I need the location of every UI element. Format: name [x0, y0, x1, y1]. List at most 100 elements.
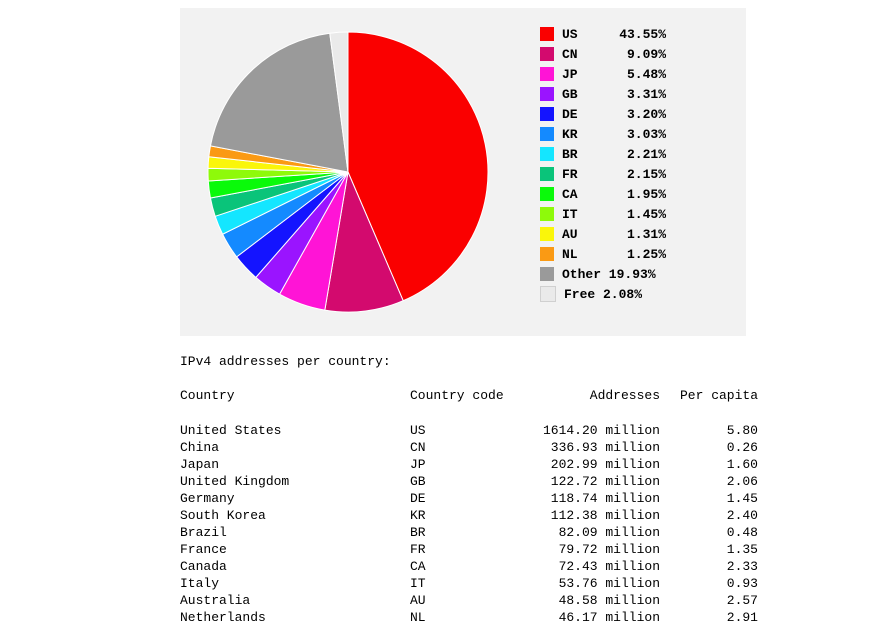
cell-addresses: 46.17 million [520, 610, 668, 625]
legend-swatch [540, 167, 554, 181]
table-row: FranceFR79.72 million1.35 [180, 541, 760, 558]
legend-pct: 2.21% [610, 147, 666, 162]
table-header-row: Country Country code Addresses Per capit… [180, 387, 760, 404]
cell-per-capita: 1.35 [668, 542, 758, 557]
header-per-capita: Per capita [668, 388, 758, 403]
table-row: BrazilBR82.09 million0.48 [180, 524, 760, 541]
legend-swatch [540, 107, 554, 121]
cell-per-capita: 2.33 [668, 559, 758, 574]
legend-item-br: BR2.21% [540, 144, 666, 164]
legend-pct: 3.20% [610, 107, 666, 122]
cell-addresses: 336.93 million [520, 440, 668, 455]
legend-item-other: Other 19.93% [540, 264, 666, 284]
cell-country: France [180, 542, 410, 557]
header-addresses: Addresses [520, 388, 668, 403]
cell-per-capita: 5.80 [668, 423, 758, 438]
legend-item-kr: KR3.03% [540, 124, 666, 144]
table-row: GermanyDE118.74 million1.45 [180, 490, 760, 507]
pie-legend: US43.55%CN9.09%JP5.48%GB3.31%DE3.20%KR3.… [540, 24, 666, 304]
legend-code: CA [562, 187, 610, 202]
cell-per-capita: 2.57 [668, 593, 758, 608]
cell-addresses: 48.58 million [520, 593, 668, 608]
header-code: Country code [410, 388, 520, 403]
ipv4-table: IPv4 addresses per country: Country Coun… [180, 354, 760, 626]
legend-swatch [540, 27, 554, 41]
legend-item-au: AU1.31% [540, 224, 666, 244]
cell-addresses: 72.43 million [520, 559, 668, 574]
legend-item-free: Free 2.08% [540, 284, 666, 304]
legend-swatch [540, 127, 554, 141]
legend-code: US [562, 27, 610, 42]
legend-code: KR [562, 127, 610, 142]
legend-swatch [540, 286, 556, 302]
cell-country: Brazil [180, 525, 410, 540]
legend-item-ca: CA1.95% [540, 184, 666, 204]
header-country: Country [180, 388, 410, 403]
legend-item-nl: NL1.25% [540, 244, 666, 264]
legend-item-de: DE3.20% [540, 104, 666, 124]
legend-label: Free 2.08% [564, 287, 642, 302]
cell-addresses: 112.38 million [520, 508, 668, 523]
pie-chart [198, 22, 498, 322]
legend-code: AU [562, 227, 610, 242]
legend-item-cn: CN9.09% [540, 44, 666, 64]
legend-swatch [540, 87, 554, 101]
cell-addresses: 82.09 million [520, 525, 668, 540]
cell-addresses: 1614.20 million [520, 423, 668, 438]
legend-code: IT [562, 207, 610, 222]
legend-code: DE [562, 107, 610, 122]
table-row: JapanJP202.99 million1.60 [180, 456, 760, 473]
cell-country: South Korea [180, 508, 410, 523]
legend-pct: 1.31% [610, 227, 666, 242]
table-row: United StatesUS1614.20 million5.80 [180, 422, 760, 439]
cell-code: JP [410, 457, 520, 472]
legend-swatch [540, 67, 554, 81]
cell-country: Germany [180, 491, 410, 506]
cell-code: AU [410, 593, 520, 608]
legend-pct: 3.03% [610, 127, 666, 142]
legend-swatch [540, 227, 554, 241]
legend-swatch [540, 247, 554, 261]
cell-addresses: 202.99 million [520, 457, 668, 472]
cell-code: KR [410, 508, 520, 523]
legend-item-it: IT1.45% [540, 204, 666, 224]
legend-pct: 1.25% [610, 247, 666, 262]
legend-item-jp: JP5.48% [540, 64, 666, 84]
table-row: ChinaCN336.93 million0.26 [180, 439, 760, 456]
legend-label: Other 19.93% [562, 267, 656, 282]
legend-pct: 3.31% [610, 87, 666, 102]
table-title: IPv4 addresses per country: [180, 354, 760, 369]
legend-pct: 1.95% [610, 187, 666, 202]
legend-swatch [540, 147, 554, 161]
cell-code: CN [410, 440, 520, 455]
cell-per-capita: 0.26 [668, 440, 758, 455]
legend-code: BR [562, 147, 610, 162]
cell-country: China [180, 440, 410, 455]
legend-pct: 5.48% [610, 67, 666, 82]
table-body: United StatesUS1614.20 million5.80ChinaC… [180, 422, 760, 626]
cell-per-capita: 2.06 [668, 474, 758, 489]
legend-item-fr: FR2.15% [540, 164, 666, 184]
cell-per-capita: 1.60 [668, 457, 758, 472]
legend-code: GB [562, 87, 610, 102]
cell-code: CA [410, 559, 520, 574]
legend-swatch [540, 267, 554, 281]
cell-country: Canada [180, 559, 410, 574]
table-row: AustraliaAU48.58 million2.57 [180, 592, 760, 609]
legend-code: FR [562, 167, 610, 182]
cell-code: NL [410, 610, 520, 625]
legend-pct: 2.15% [610, 167, 666, 182]
legend-code: NL [562, 247, 610, 262]
legend-swatch [540, 187, 554, 201]
table-row: NetherlandsNL46.17 million2.91 [180, 609, 760, 626]
legend-swatch [540, 47, 554, 61]
legend-item-gb: GB3.31% [540, 84, 666, 104]
cell-code: BR [410, 525, 520, 540]
table-row: United KingdomGB122.72 million2.06 [180, 473, 760, 490]
cell-addresses: 118.74 million [520, 491, 668, 506]
legend-code: CN [562, 47, 610, 62]
cell-code: DE [410, 491, 520, 506]
cell-country: Australia [180, 593, 410, 608]
legend-item-us: US43.55% [540, 24, 666, 44]
table-row: CanadaCA72.43 million2.33 [180, 558, 760, 575]
